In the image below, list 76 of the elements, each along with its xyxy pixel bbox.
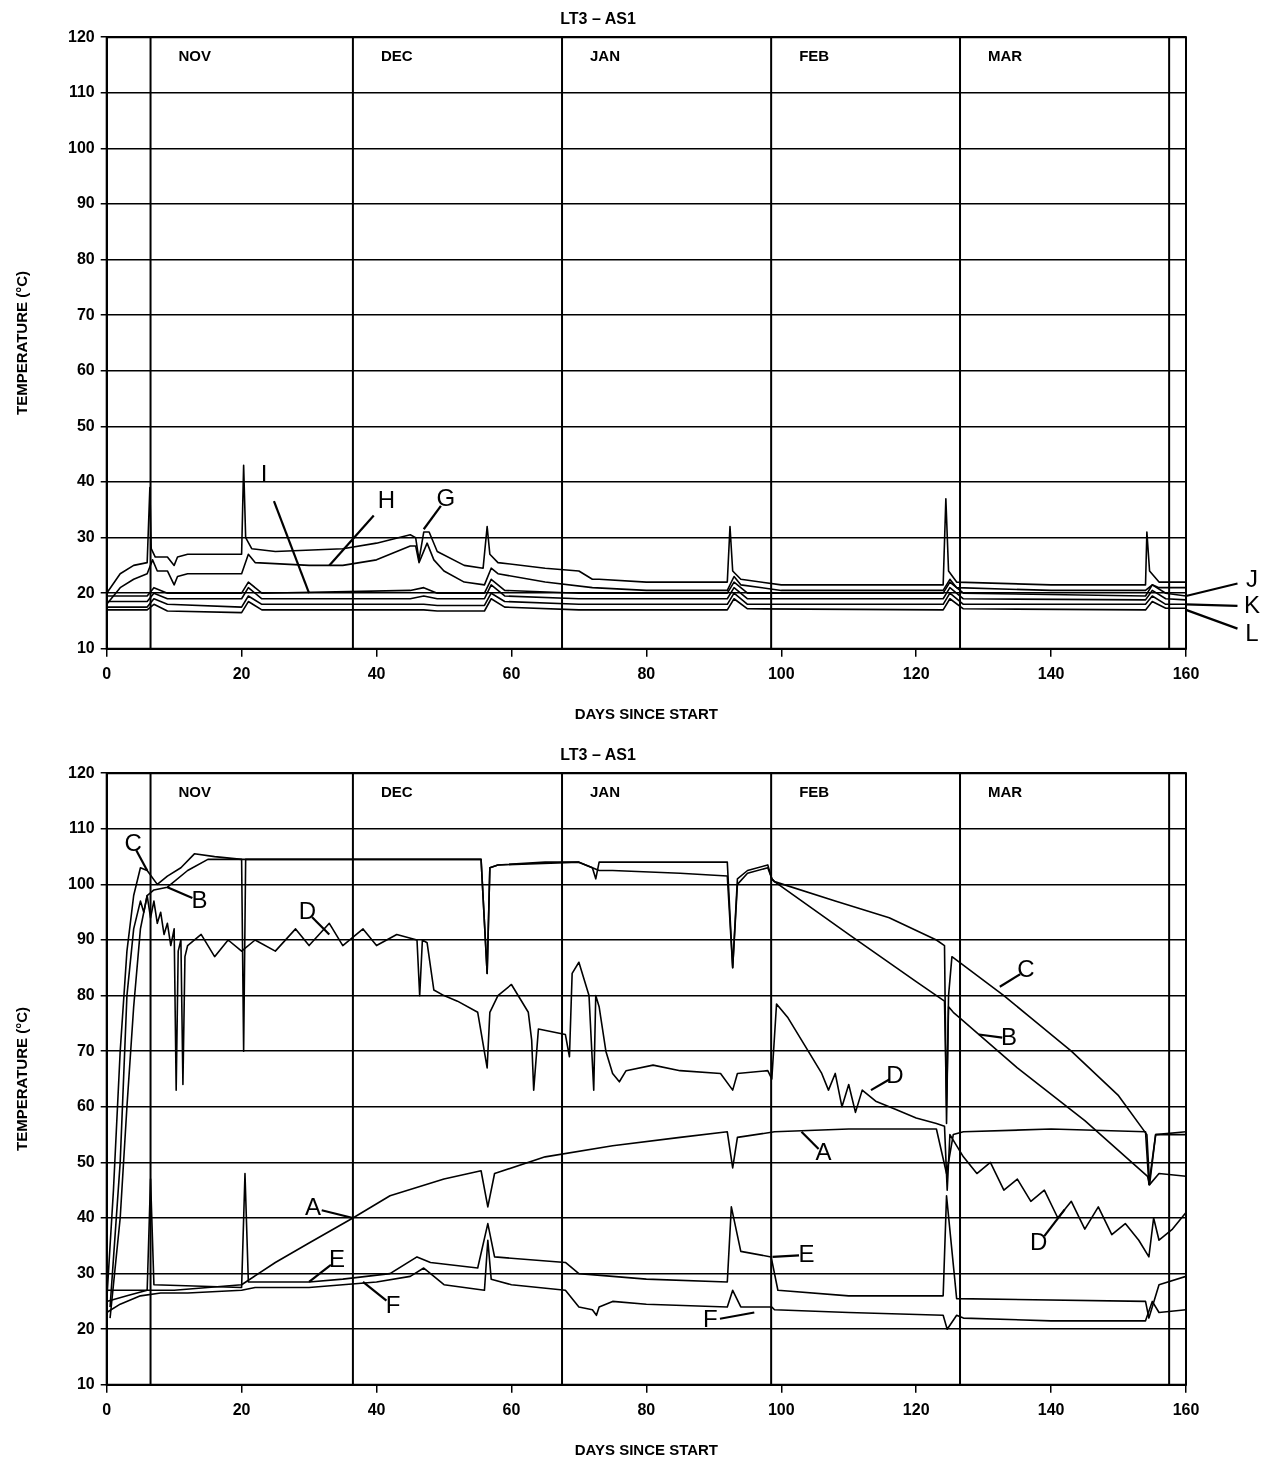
ref-line-label: JAN (590, 783, 621, 801)
chart-title: LT3 – AS1 (560, 10, 636, 28)
annotation: K (1243, 590, 1261, 618)
x-axis-title: DAYS SINCE START (574, 705, 719, 723)
annotation: E (329, 1244, 346, 1272)
x-tick-label: 80 (637, 664, 656, 682)
x-tick-label: 160 (1172, 1400, 1200, 1418)
x-axis-title: DAYS SINCE START (574, 1441, 719, 1459)
y-tick-label: 90 (76, 930, 95, 948)
y-tick-label: 70 (76, 1041, 95, 1059)
annotation: D (298, 897, 316, 925)
annotation: C (1017, 955, 1035, 983)
y-tick-label: 70 (76, 305, 95, 323)
x-tick-label: 120 (902, 1400, 930, 1418)
x-tick-label: 100 (767, 1400, 795, 1418)
x-tick-label: 160 (1172, 664, 1200, 682)
y-tick-label: 80 (76, 250, 95, 268)
y-tick-label: 80 (76, 986, 95, 1004)
y-tick-label: 110 (68, 819, 95, 837)
annotation: H (377, 486, 395, 514)
y-tick-label: 30 (76, 528, 95, 546)
y-tick-label: 120 (67, 763, 95, 781)
ref-line-label: DEC (380, 47, 413, 65)
ref-line-label: NOV (178, 47, 212, 65)
annotation: D (1029, 1228, 1048, 1256)
x-tick-label: 80 (637, 1400, 656, 1418)
ref-line-label: FEB (799, 47, 830, 65)
y-tick-label: 90 (76, 194, 95, 212)
y-tick-label: 10 (76, 1375, 95, 1393)
ref-line-label: NOV (178, 783, 212, 801)
x-tick-label: 40 (367, 1400, 386, 1418)
annotation: C (124, 829, 142, 857)
ref-line-label: MAR (988, 783, 1023, 801)
y-tick-label: 40 (76, 1208, 95, 1226)
y-axis-title: TEMPERATURE (°C) (13, 270, 31, 416)
y-tick-label: 50 (76, 1152, 95, 1170)
ref-line-label: MAR (988, 47, 1023, 65)
annotation: A (304, 1192, 321, 1220)
x-tick-label: 60 (502, 1400, 521, 1418)
y-tick-label: 10 (76, 639, 95, 657)
annotation: D (886, 1060, 904, 1088)
y-tick-label: 30 (76, 1264, 95, 1282)
y-tick-label: 100 (67, 138, 95, 156)
annotation: A (815, 1138, 832, 1166)
y-tick-label: 120 (67, 27, 95, 45)
y-tick-label: 20 (76, 1319, 95, 1337)
annotation: F (702, 1305, 718, 1333)
annotation: B (191, 885, 208, 913)
x-tick-label: 140 (1037, 1400, 1065, 1418)
y-tick-label: 110 (68, 83, 95, 101)
chart-title: LT3 – AS1 (560, 746, 636, 764)
annotation: L (1245, 618, 1259, 646)
y-tick-label: 50 (76, 416, 95, 434)
x-tick-label: 40 (367, 664, 386, 682)
x-tick-label: 100 (767, 664, 795, 682)
y-tick-label: 40 (76, 472, 95, 490)
x-tick-label: 20 (232, 664, 251, 682)
y-tick-label: 20 (76, 583, 95, 601)
annotation: F (385, 1290, 401, 1318)
y-tick-label: 60 (76, 1097, 95, 1115)
x-tick-label: 0 (102, 664, 112, 682)
y-tick-label: 60 (76, 361, 95, 379)
x-tick-label: 140 (1037, 664, 1065, 682)
ref-line-label: JAN (590, 47, 621, 65)
ref-line-label: DEC (380, 783, 413, 801)
x-tick-label: 120 (902, 664, 930, 682)
x-tick-label: 60 (502, 664, 521, 682)
annotation: G (436, 483, 456, 511)
annotation: B (1000, 1023, 1017, 1051)
ref-line-label: FEB (799, 783, 830, 801)
x-tick-label: 20 (232, 1400, 251, 1418)
annotation: J (1246, 564, 1258, 592)
y-axis-title: TEMPERATURE (°C) (13, 1006, 31, 1152)
annotation: E (798, 1239, 815, 1267)
x-tick-label: 0 (102, 1400, 112, 1418)
y-tick-label: 100 (67, 874, 95, 892)
